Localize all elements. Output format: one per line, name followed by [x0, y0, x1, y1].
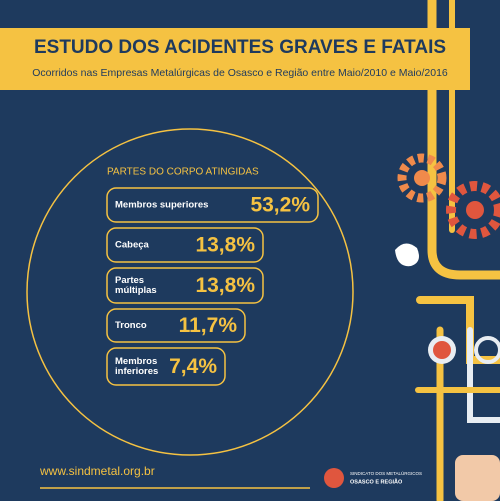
item-label: Partes — [115, 275, 144, 286]
item-value: 11,7% — [179, 314, 238, 337]
logo-icon — [324, 468, 344, 488]
items: Membros superiores 53,2% Cabeça 13,8% Partes… — [106, 187, 319, 386]
item-label: múltiplas — [115, 285, 157, 296]
item-pill — [106, 308, 246, 343]
item-value: 13,8% — [195, 234, 255, 257]
title: ESTUDO DOS ACIDENTES GRAVES E FATAIS — [34, 37, 446, 58]
header-band — [0, 28, 470, 90]
item-pill — [106, 267, 264, 304]
item-pill — [106, 187, 319, 223]
logo-line: OSASCO E REGIÃO — [350, 478, 403, 485]
item-value: 53,2% — [250, 194, 310, 217]
item-label: Cabeça — [115, 240, 150, 251]
item-pill — [106, 347, 226, 386]
gears-decoration — [395, 153, 500, 364]
item-label: Membros superiores — [115, 200, 208, 211]
item-pill — [106, 227, 264, 263]
item-value: 7,4% — [169, 355, 217, 378]
logo-line: SINDICATO DOS METALÚRGICOS — [350, 470, 422, 476]
footer-url: www.sindmetal.org.br — [39, 464, 155, 478]
subtitle: Ocorridos nas Empresas Metalúrgicas de O… — [32, 67, 448, 79]
item-label: Membros — [115, 356, 157, 367]
section-heading: PARTES DO CORPO ATINGIDAS — [107, 167, 259, 178]
item-label: Tronco — [115, 320, 147, 331]
item-value: 13,8% — [195, 274, 255, 297]
frame-circle — [26, 128, 354, 456]
item-label: inferiores — [115, 366, 158, 377]
